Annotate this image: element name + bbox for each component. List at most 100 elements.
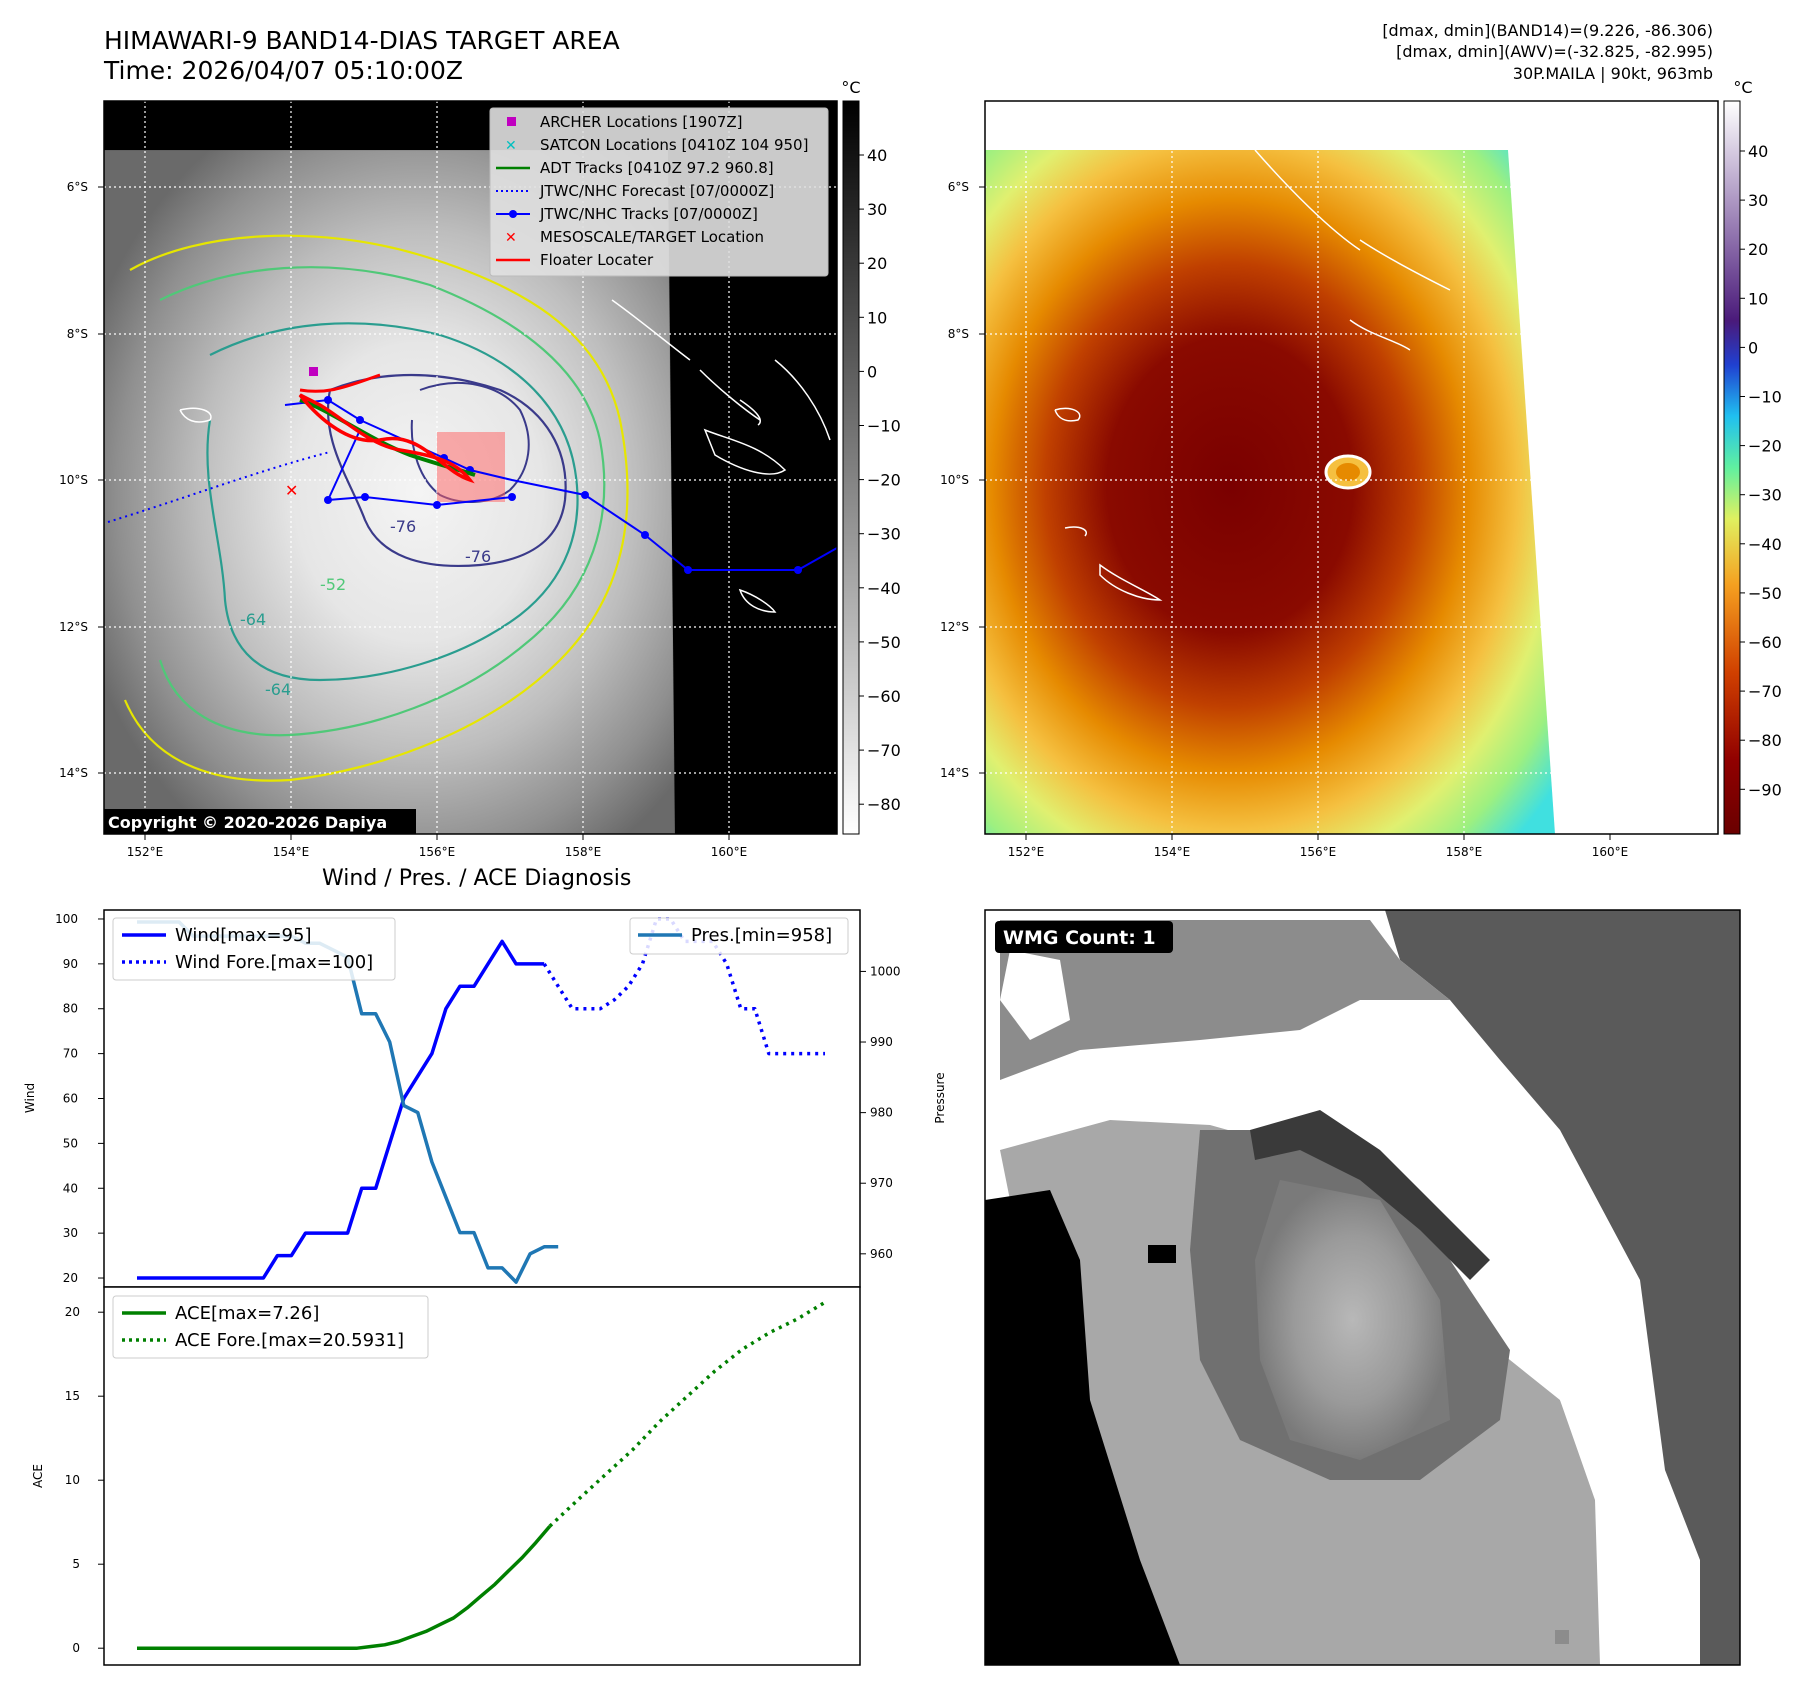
legend-entry: Floater Locater (496, 251, 654, 269)
ir-lon-ticks: 152°E 154°E 156°E 158°E 160°E (127, 834, 747, 859)
contour-label-1: -76 (390, 517, 416, 536)
map-legend: ARCHER Locations [1907Z] ✕ SATCON Location… (489, 107, 829, 277)
color-colorbar-unit: °C (1733, 78, 1752, 97)
color-map-panel (985, 101, 1718, 834)
wind-tick-label: 60 (63, 1092, 78, 1106)
colorbar-tick-label: 10 (1748, 289, 1768, 308)
ir-cloud-field (104, 150, 675, 834)
pressure-legend-label: Pres.[min=958] (691, 925, 832, 946)
ace-tick-label: 10 (65, 1473, 80, 1487)
lat-tick-label: 12°S (940, 620, 969, 634)
legend-label: JTWC/NHC Forecast [07/0000Z] (539, 182, 774, 200)
colorbar-tick-label: 0 (1748, 338, 1758, 357)
colorbar-tick-label: −50 (867, 633, 901, 652)
lat-tick-label: 10°S (940, 473, 969, 487)
wind-tick-label: 70 (63, 1047, 78, 1061)
ace-legend: ACE[max=7.26] ACE Fore.[max=20.5931] (112, 1295, 429, 1359)
ace-chart: 0 5 10 15 20 ACE ACE[max=7.26] ACE Fore.[max… (31, 1286, 861, 1666)
pressure-tick-label: 980 (870, 1106, 893, 1120)
wind-legend: Wind[max=95] Wind Fore.[max=100] (112, 917, 396, 981)
lon-tick-label: 158°E (1446, 845, 1483, 859)
colorbar-tick-label: −20 (1748, 437, 1782, 456)
lat-tick-label: 14°S (940, 766, 969, 780)
colorbar-tick-label: 20 (867, 254, 887, 273)
colorbar-tick-label: −20 (867, 471, 901, 490)
contour-label-5: -52 (320, 575, 346, 594)
copyright-label: Copyright © 2020-2026 Dapiya (108, 813, 387, 832)
ir-lat-ticks: 6°S 8°S 10°S 12°S 14°S (59, 180, 104, 780)
colorbar-tick-label: −60 (1748, 633, 1782, 652)
ace-series-line (137, 1525, 552, 1650)
pressure-axis-label: Pressure (933, 1072, 947, 1123)
legend-entry: JTWC/NHC Forecast [07/0000Z] (496, 182, 774, 200)
colorbar-tick-label: −80 (867, 795, 901, 814)
figure-title: HIMAWARI-9 BAND14-DIAS TARGET AREA (104, 26, 620, 55)
colorbar-tick-label: −30 (867, 525, 901, 544)
color-coastlines (1054, 149, 1451, 601)
pressure-tick-label: 970 (870, 1176, 893, 1190)
lat-tick-label: 10°S (59, 473, 88, 487)
legend-square-icon (507, 117, 516, 126)
ace-forecast-series-line (548, 1300, 826, 1528)
colorbar-tick-label: −70 (1748, 682, 1782, 701)
colorbar-tick-label: −50 (1748, 584, 1782, 603)
color-cloud-field (985, 150, 1555, 834)
legend-label: ADT Tracks [0410Z 97.2 960.8] (540, 159, 774, 177)
wind-pressure-chart: 20 30 40 50 60 70 80 90 100 960 970 980 990 1000 Win… (23, 909, 947, 1288)
ace-forecast-legend-label: ACE Fore.[max=20.5931] (175, 1330, 404, 1351)
lon-tick-label: 152°E (127, 845, 164, 859)
legend-label: JTWC/NHC Tracks [07/0000Z] (539, 205, 758, 223)
wmg-eye-region (1255, 1180, 1450, 1460)
legend-x-icon: ✕ (505, 230, 517, 246)
colorbar-tick-label: −40 (1748, 535, 1782, 554)
lon-tick-label: 154°E (1154, 845, 1191, 859)
legend-label: ARCHER Locations [1907Z] (540, 113, 743, 131)
legend-entry: ARCHER Locations [1907Z] (507, 113, 743, 131)
colorbar-tick-label: 0 (867, 362, 877, 381)
coastlines (179, 299, 831, 613)
wind-forecast-legend-label: Wind Fore.[max=100] (175, 952, 373, 973)
ace-tick-label: 15 (65, 1389, 80, 1403)
legend-entry: ✕ MESOSCALE/TARGET Location (505, 228, 764, 246)
colorbar-tick-label: 40 (1748, 142, 1768, 161)
colorbar-tick-label: 30 (867, 200, 887, 219)
ace-tick-label: 0 (72, 1641, 80, 1655)
gray-colorbar: °C 40 30 20 10 0 −10 −20 −30 −40 −50 −60 −70 −80 (841, 78, 901, 835)
figure-time: Time: 2026/04/07 05:10:00Z (104, 56, 463, 85)
colorbar-tick-label: −40 (867, 579, 901, 598)
colorbar-tick-label: −10 (867, 417, 901, 436)
target-marker: ✕ (285, 481, 298, 500)
wmg-dark-region (1385, 910, 1740, 1665)
ace-tick-label: 20 (65, 1305, 80, 1319)
wind-tick-label: 80 (63, 1002, 78, 1016)
contour-label-4: -64 (265, 680, 291, 699)
colorbar-tick-label: −70 (867, 741, 901, 760)
jtwc-track (284, 396, 837, 574)
color-colorbar: °C 40 30 20 10 0 −10 −20 −30 −40 −50 −60 −70 −80 −90 (1723, 78, 1782, 835)
lat-tick-label: 14°S (59, 766, 88, 780)
legend-x-icon: ✕ (505, 138, 517, 154)
contour-label-3: -64 (240, 610, 266, 629)
lon-tick-label: 156°E (419, 845, 456, 859)
colorbar-tick-label: 20 (1748, 240, 1768, 259)
colorbar-tick-label: 10 (867, 308, 887, 327)
wind-tick-label: 90 (63, 957, 78, 971)
gray-colorbar-unit: °C (841, 78, 860, 97)
wind-tick-label: 20 (63, 1271, 78, 1285)
wind-tick-label: 30 (63, 1226, 78, 1240)
storm-info: 30P.MAILA | 90kt, 963mb (1512, 64, 1713, 83)
legend-label: Floater Locater (540, 251, 654, 269)
lat-tick-label: 8°S (67, 327, 88, 341)
contour-label-2: -76 (465, 547, 491, 566)
wind-tick-label: 40 (63, 1181, 78, 1195)
pressure-tick-label: 1000 (870, 964, 901, 978)
color-lat-ticks: 6°S 8°S 10°S 12°S 14°S (940, 180, 985, 780)
colorbar-tick-label: 40 (867, 146, 887, 165)
wind-tick-label: 50 (63, 1136, 78, 1150)
lon-tick-label: 152°E (1008, 845, 1045, 859)
lon-tick-label: 158°E (565, 845, 602, 859)
legend-label: MESOSCALE/TARGET Location (540, 228, 764, 246)
wind-tick-label: 100 (55, 912, 78, 926)
colorbar-tick-label: −30 (1748, 486, 1782, 505)
wind-axis-label: Wind (23, 1083, 37, 1113)
